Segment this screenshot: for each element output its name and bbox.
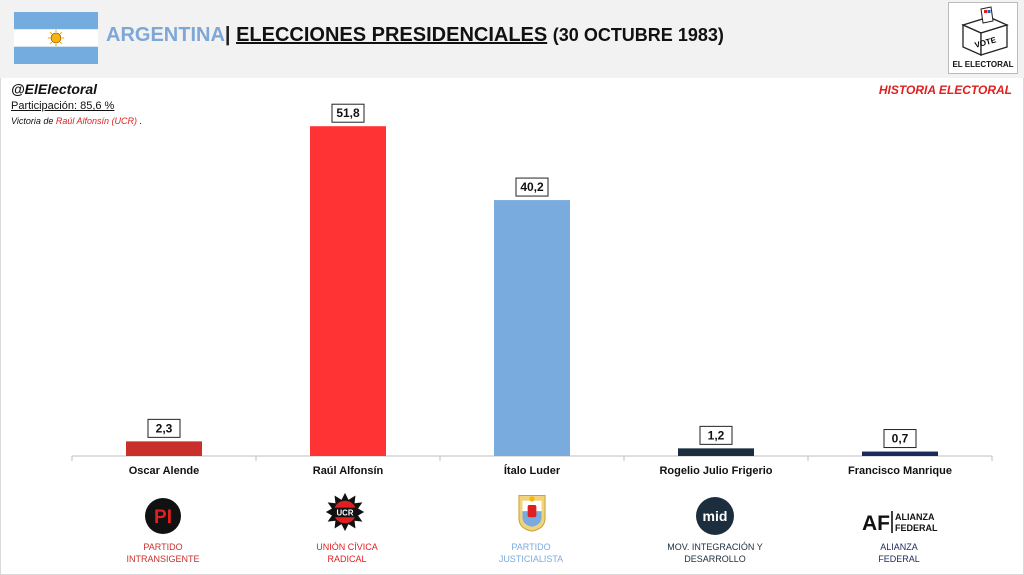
data-label-box <box>699 425 733 445</box>
bar-af <box>862 451 938 456</box>
data-label: 0,7 <box>892 432 909 446</box>
category-label: Raúl Alfonsín <box>313 465 384 477</box>
data-label-box <box>883 429 917 449</box>
party-name-line: MOV. INTEGRACIÓN Y <box>667 542 763 552</box>
victory-winner: Raúl Alfonsín (UCR) <box>55 116 138 126</box>
party-name-line: RADICAL <box>327 554 367 564</box>
data-label: 40,2 <box>520 180 544 194</box>
party-name-line: INTRANSIGENTE <box>126 554 200 564</box>
af-emblem-text: AF <box>862 512 890 535</box>
data-label: 2,3 <box>156 421 173 435</box>
bar-mid <box>678 448 754 456</box>
party-name-pj: PARTIDO JUSTICIALISTA <box>456 541 606 565</box>
mid-emblem-text: mid <box>703 508 728 524</box>
title-main: ELECCIONES PRESIDENCIALES <box>236 24 548 46</box>
party-name-af: ALIANZA FEDERAL <box>824 541 974 565</box>
party-name-line: PARTIDO <box>511 542 551 552</box>
pi-emblem-text: PI <box>154 507 172 528</box>
mid-emblem-icon: mid <box>696 497 734 535</box>
ucr-emblem-text: UCR <box>337 508 354 517</box>
title-separator: | <box>224 24 231 46</box>
ballot-box-icon: VOTE <box>961 6 1009 57</box>
af-emblem-sub1: ALIANZA <box>895 512 935 522</box>
pj-emblem-icon <box>518 494 546 532</box>
pi-emblem-icon: PI <box>145 498 181 534</box>
victory-suffix: . <box>137 116 143 126</box>
data-label: 51,8 <box>336 106 360 120</box>
party-name-mid: MOV. INTEGRACIÓN Y DESARROLLO <box>640 541 790 565</box>
el-electoral-logo: VOTE EL ELECTORAL <box>948 2 1018 74</box>
af-emblem-icon: AF ALIANZA FEDERAL <box>861 510 941 535</box>
section-label: HISTORIA ELECTORAL <box>878 83 1012 97</box>
party-name-line: FEDERAL <box>878 554 920 564</box>
party-name-ucr: UNIÓN CÍVICA RADICAL <box>272 541 422 565</box>
victory-prefix: Victoria de <box>11 116 56 126</box>
category-label: Ítalo Luder <box>504 464 561 477</box>
data-label: 1,2 <box>708 428 725 442</box>
argentina-flag-icon <box>14 12 98 64</box>
party-name-line: PARTIDO <box>143 542 183 552</box>
victory-note: Victoria de Raúl Alfonsín (UCR) . <box>11 116 142 126</box>
party-name-pi: PARTIDO INTRANSIGENTE <box>88 541 238 565</box>
bar-pj <box>494 200 570 456</box>
data-label-box <box>331 103 365 123</box>
data-label-box <box>515 177 549 197</box>
data-label-box <box>147 418 181 438</box>
category-label: Francisco Manrique <box>848 465 952 477</box>
party-name-line: DESARROLLO <box>684 554 746 564</box>
party-name-line: ALIANZA <box>880 542 918 552</box>
source-handle: @ElElectoral <box>11 81 98 97</box>
party-name-line: JUSTICIALISTA <box>498 554 564 564</box>
category-label: Oscar Alende <box>129 465 200 477</box>
ucr-emblem-icon: UCR <box>325 492 365 532</box>
af-emblem-sub2: FEDERAL <box>895 523 938 533</box>
header-bar: ARGENTINA| ELECCIONES PRESIDENCIALES (30… <box>0 0 1024 78</box>
logo-name: EL ELECTORAL <box>952 60 1014 69</box>
bar-pi <box>126 441 202 456</box>
bar-ucr <box>310 126 386 456</box>
participation-label: Participación: 85,6 % <box>11 100 115 112</box>
title-country: ARGENTINA <box>106 24 225 46</box>
party-name-line: UNIÓN CÍVICA <box>316 542 378 552</box>
title-date: (30 OCTUBRE 1983) <box>552 25 724 45</box>
category-label: Rogelio Julio Frigerio <box>659 465 772 477</box>
page-title: ARGENTINA| ELECCIONES PRESIDENCIALES (30… <box>106 24 724 47</box>
